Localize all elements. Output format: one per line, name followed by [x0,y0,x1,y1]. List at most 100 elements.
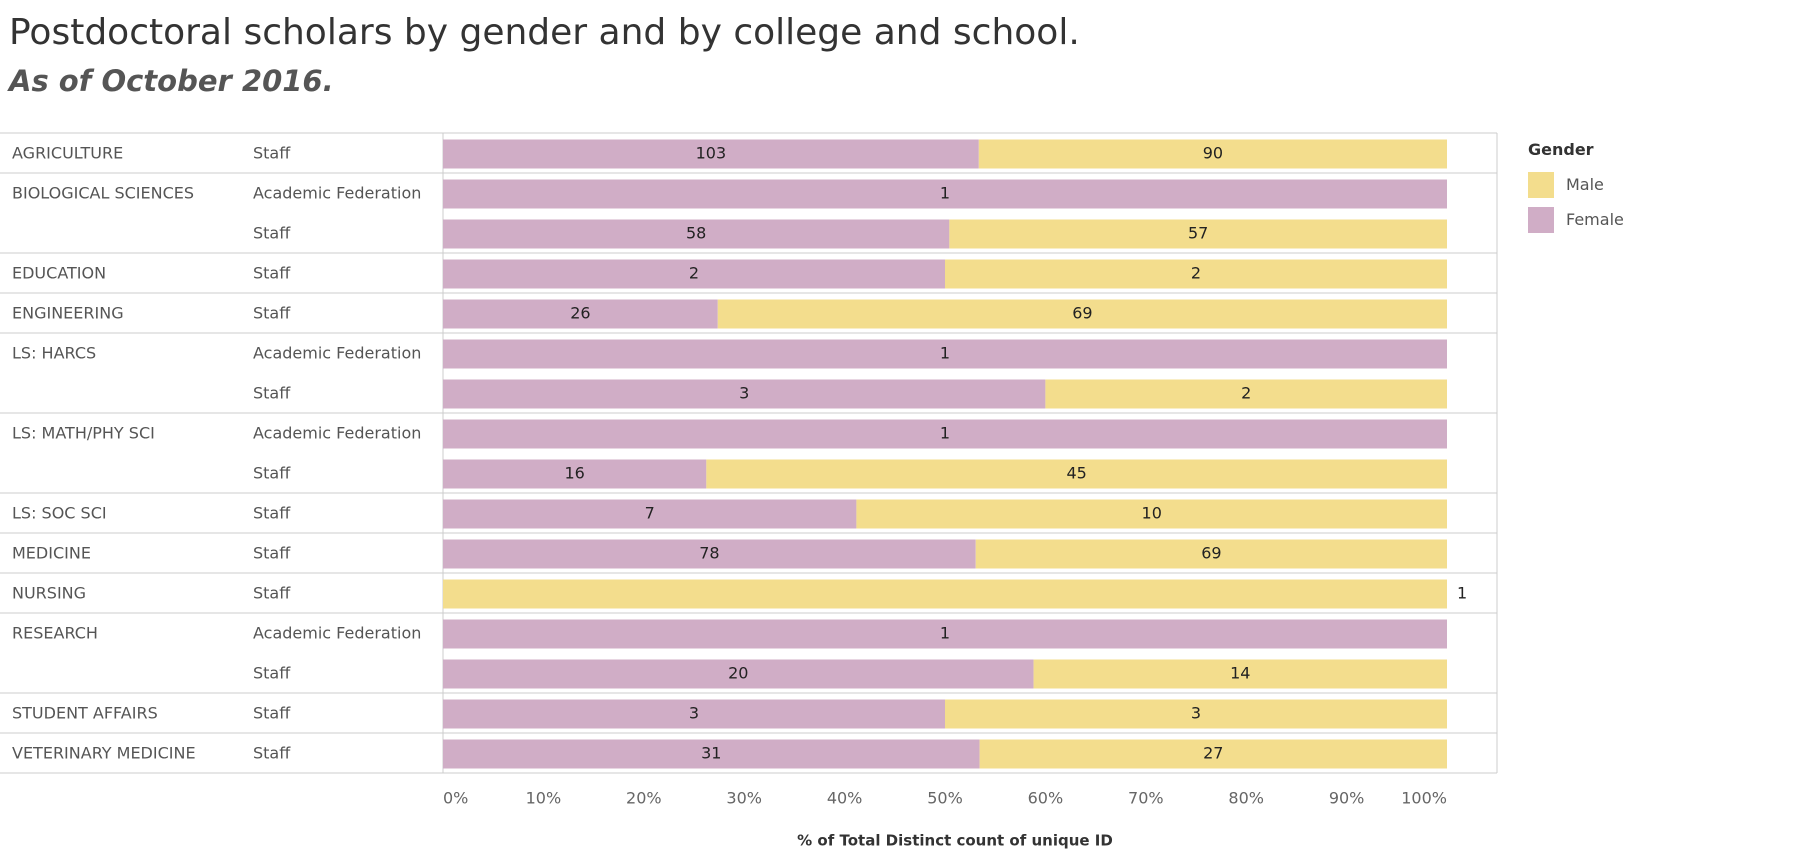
legend-item-male[interactable]: Male [1528,167,1688,202]
bar-female [443,259,945,289]
bar-label-female: 2 [689,264,699,283]
bar-label-female: 20 [728,664,748,683]
bar-label-female: 26 [570,304,590,323]
bar-label-male: 69 [1201,544,1221,563]
bar-label-male: 3 [1191,704,1201,723]
bar-male [945,699,1447,729]
college-label: LS: SOC SCI [12,504,107,523]
bar-label-female: 1 [940,424,950,443]
college-label: LS: MATH/PHY SCI [12,424,155,443]
bar-male [979,739,1447,769]
type-label: Staff [253,464,291,483]
bar-male [945,259,1447,289]
bar-female [443,139,979,169]
bar-label-male: 2 [1241,384,1251,403]
bar-label-male: 14 [1230,664,1250,683]
bar-female [443,299,718,329]
type-label: Staff [253,704,291,723]
x-tick-label: 0% [443,789,468,808]
bar-female [443,699,945,729]
bar-label-female: 31 [701,744,721,763]
type-label: Staff [253,744,291,763]
bar-female [443,219,950,249]
bar-label-male: 1 [1457,584,1467,603]
bar-male [1033,659,1447,689]
bar-female [443,419,1447,449]
college-label: VETERINARY MEDICINE [12,744,196,763]
college-label: EDUCATION [12,264,106,283]
x-tick-label: 10% [526,789,562,808]
bar-male [975,539,1447,569]
college-label: MEDICINE [12,544,91,563]
type-label: Staff [253,264,291,283]
type-label: Staff [253,224,291,243]
x-tick-label: 80% [1228,789,1264,808]
bar-label-female: 103 [696,144,727,163]
bar-label-male: 90 [1203,144,1223,163]
type-label: Staff [253,544,291,563]
x-tick-label: 20% [626,789,662,808]
bar-male [443,579,1447,609]
bar-label-female: 16 [564,464,584,483]
x-tick-label: 30% [726,789,762,808]
bar-female [443,179,1447,209]
type-label: Staff [253,504,291,523]
legend-label-male: Male [1566,175,1604,194]
bar-label-female: 3 [689,704,699,723]
x-tick-label: 100% [1401,789,1447,808]
bar-female [443,659,1034,689]
x-tick-label: 70% [1128,789,1164,808]
bar-male [717,299,1447,329]
bar-female [443,619,1447,649]
legend-swatch-male [1528,171,1554,198]
bar-label-male: 45 [1066,464,1086,483]
bar-male [978,139,1447,169]
type-label: Staff [253,384,291,403]
chart-title: Postdoctoral scholars by gender and by c… [9,12,1080,53]
bar-male [1045,379,1447,409]
college-label: ENGINEERING [12,304,124,323]
legend-item-female[interactable]: Female [1528,202,1688,237]
bar-label-male: 10 [1142,504,1162,523]
college-label: NURSING [12,584,86,603]
x-tick-label: 50% [927,789,963,808]
bar-female [443,339,1447,369]
x-tick-label: 40% [827,789,863,808]
bar-female [443,499,857,529]
bar-label-female: 1 [940,344,950,363]
type-label: Staff [253,144,291,163]
bar-label-female: 1 [940,624,950,643]
chart-subtitle: As of October 2016. [9,64,334,98]
type-label: Academic Federation [253,184,421,203]
bar-female [443,379,1046,409]
legend-swatch-female [1528,206,1554,233]
type-label: Academic Federation [253,424,421,443]
type-label: Staff [253,664,291,683]
x-tick-label: 60% [1028,789,1064,808]
legend: Gender Male Female [1528,140,1688,237]
bar-label-male: 2 [1191,264,1201,283]
bar-female [443,459,707,489]
legend-title: Gender [1528,140,1594,159]
bar-label-female: 58 [686,224,706,243]
bar-label-male: 57 [1188,224,1208,243]
type-label: Academic Federation [253,344,421,363]
type-label: Staff [253,584,291,603]
x-tick-label: 90% [1329,789,1365,808]
bar-male [706,459,1447,489]
type-label: Staff [253,304,291,323]
bar-female [443,539,976,569]
bar-label-female: 3 [739,384,749,403]
college-label: STUDENT AFFAIRS [12,704,158,723]
college-label: LS: HARCS [12,344,96,363]
bar-female [443,739,980,769]
bar-label-female: 78 [699,544,719,563]
college-label: RESEARCH [12,624,98,643]
college-label: AGRICULTURE [12,144,123,163]
bar-label-female: 7 [645,504,655,523]
bar-label-male: 27 [1203,744,1223,763]
x-axis-title: % of Total Distinct count of unique ID [797,832,1113,850]
college-label: BIOLOGICAL SCIENCES [12,184,194,203]
bar-label-male: 69 [1072,304,1092,323]
